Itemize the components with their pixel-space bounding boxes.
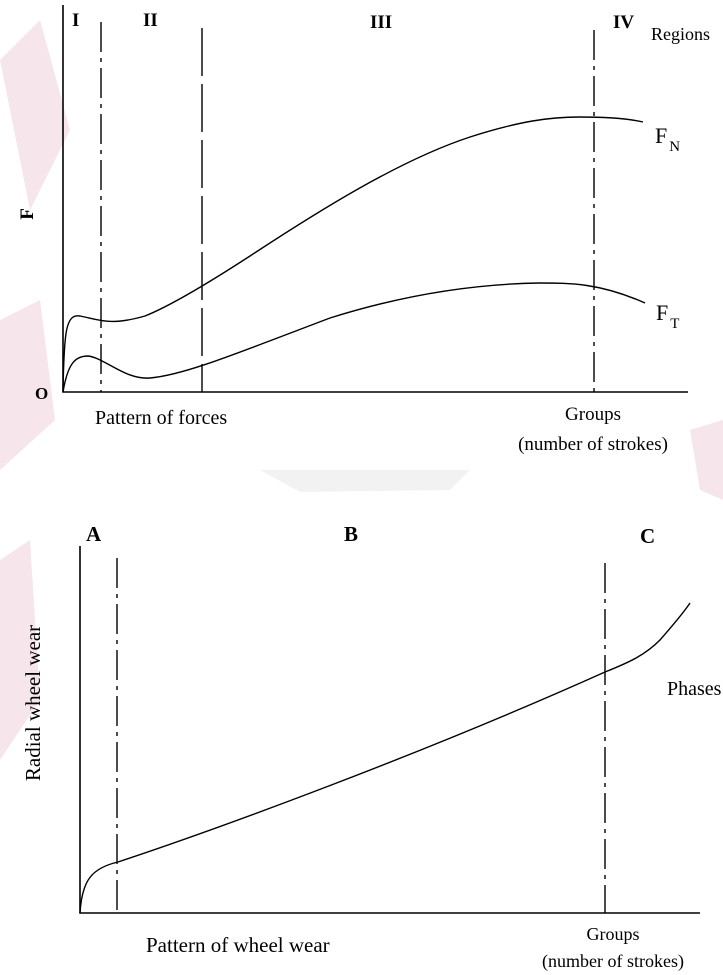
wear-curve bbox=[79, 602, 691, 914]
tangential-force-label-main: F bbox=[656, 300, 668, 325]
phase-label-c: C bbox=[640, 524, 655, 548]
wear-x-label-line2: (number of strokes) bbox=[542, 951, 684, 972]
forces-caption: Pattern of forces bbox=[95, 407, 227, 429]
force-axis-label: F bbox=[17, 208, 38, 220]
wear-caption: Pattern of wheel wear bbox=[146, 933, 330, 957]
region-label-2: II bbox=[143, 10, 158, 31]
origin-label: O bbox=[35, 384, 48, 403]
forces-x-label-line1: Groups bbox=[565, 404, 621, 425]
region-label-4: IV bbox=[613, 12, 634, 33]
normal-force-curve bbox=[62, 116, 644, 393]
region-label-1: I bbox=[72, 10, 79, 31]
phase-label-b: B bbox=[344, 522, 358, 546]
wear-chart: A B C Phases Radial wheel wear Pattern o… bbox=[21, 522, 722, 972]
wear-x-label-line1: Groups bbox=[587, 924, 640, 944]
tangential-force-label-sub: T bbox=[670, 316, 679, 332]
normal-force-label-main: F bbox=[655, 123, 667, 148]
tangential-force-curve bbox=[62, 282, 646, 393]
watermark bbox=[0, 20, 723, 760]
region-label-3: III bbox=[370, 12, 392, 33]
wear-axis-label: Radial wheel wear bbox=[21, 625, 45, 781]
wear-axes bbox=[79, 546, 700, 914]
normal-force-label-sub: N bbox=[669, 139, 680, 155]
phases-label: Phases bbox=[667, 678, 722, 700]
phase-label-a: A bbox=[86, 522, 102, 546]
regions-label: Regions bbox=[651, 24, 710, 44]
forces-x-label-line2: (number of strokes) bbox=[518, 434, 668, 455]
